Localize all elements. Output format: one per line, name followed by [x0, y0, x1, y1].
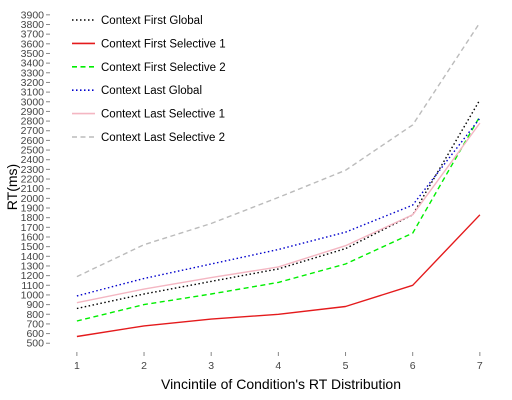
y-tick-label: 2600	[21, 135, 45, 147]
y-tick-label: 3400	[21, 58, 45, 70]
x-tick-label: 7	[477, 360, 483, 372]
y-tick-label: 2300	[21, 164, 45, 176]
y-tick-label: 2500	[21, 145, 45, 157]
y-tick-label: 2100	[21, 183, 45, 195]
series-lines	[76, 22, 481, 338]
y-tick-label: 3800	[21, 19, 45, 31]
y-tick-label: 3200	[21, 77, 45, 89]
y-tick-label: 1600	[21, 231, 45, 243]
x-tick-label: 5	[343, 360, 349, 372]
y-tick-label: 3600	[21, 38, 45, 50]
y-tick-label: 1700	[21, 222, 45, 234]
y-tick-label: 3000	[21, 96, 45, 108]
y-tick-label: 3900	[21, 9, 45, 21]
y-tick-label: 500	[26, 338, 44, 350]
legend-entry-label: Context Last Global	[101, 85, 202, 97]
legend-entry-label: Context Last Selective 2	[101, 132, 225, 144]
legend: Context First Global Context First Select…	[72, 15, 226, 144]
y-tick-label: 3300	[21, 67, 45, 79]
y-axis-label: RT(ms)	[4, 164, 20, 210]
series-line-2	[76, 214, 481, 338]
x-tick-label: 3	[208, 360, 214, 372]
legend-entry-label: Context Last Selective 1	[101, 109, 225, 121]
y-tick-label: 2400	[21, 154, 45, 166]
series-line-4	[76, 117, 481, 297]
y-tick-label: 600	[26, 328, 44, 340]
y-tick-label: 1000	[21, 289, 45, 301]
y-tick-label: 1400	[21, 251, 45, 263]
y-tick-label: 2900	[21, 106, 45, 118]
x-tick-label: 4	[275, 360, 281, 372]
y-tick-label: 1900	[21, 203, 45, 215]
y-tick-label: 1200	[21, 270, 45, 282]
legend-entry-label: Context First Selective 1	[101, 38, 226, 50]
y-tick-label: 3500	[21, 48, 45, 60]
y-tick-label: 900	[26, 299, 44, 311]
y-tick-label: 1800	[21, 212, 45, 224]
y-tick-label: 700	[26, 318, 44, 330]
y-tick-label: 2700	[21, 125, 45, 137]
x-axis: 1 2 3 4 5 6 7	[74, 352, 483, 372]
y-axis: 5006007008009001000110012001300140015001…	[21, 9, 50, 350]
series-line-1	[76, 99, 481, 310]
y-tick-label: 1100	[21, 280, 44, 292]
x-tick-label: 2	[141, 360, 147, 372]
y-tick-label: 2000	[21, 193, 45, 205]
x-tick-label: 1	[74, 360, 80, 372]
x-tick-label: 6	[410, 360, 416, 372]
y-tick-label: 1300	[21, 260, 45, 272]
y-tick-label: 3100	[21, 87, 45, 99]
y-tick-label: 2200	[21, 174, 45, 186]
x-axis-label: Vincintile of Condition's RT Distributio…	[161, 376, 401, 392]
legend-entry-label: Context First Selective 2	[101, 62, 226, 74]
series-line-5	[76, 122, 481, 304]
legend-entry-label: Context First Global	[101, 15, 203, 27]
y-tick-label: 2800	[21, 116, 45, 128]
y-tick-label: 3700	[21, 29, 45, 41]
y-tick-label: 1500	[21, 241, 45, 253]
series-line-3	[76, 115, 481, 322]
series-line-6	[76, 22, 481, 278]
y-tick-label: 800	[26, 309, 44, 321]
